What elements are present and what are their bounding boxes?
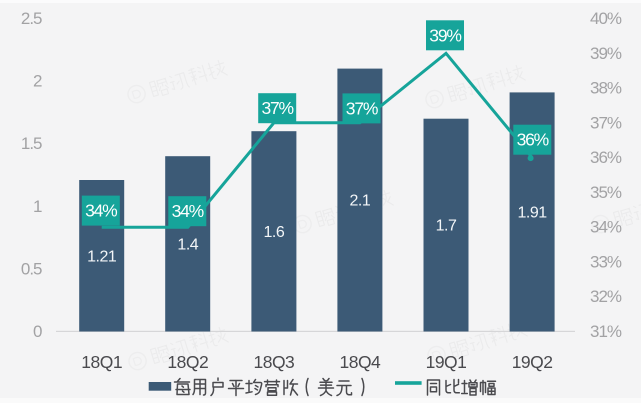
svg-text:32%: 32%	[590, 287, 622, 306]
svg-text:1: 1	[33, 197, 42, 216]
svg-text:1.91: 1.91	[518, 204, 548, 221]
svg-text:2.5: 2.5	[21, 9, 42, 28]
svg-text:18Q3: 18Q3	[253, 352, 294, 372]
svg-text:0: 0	[33, 322, 42, 341]
svg-text:39%: 39%	[590, 44, 622, 63]
svg-text:38%: 38%	[590, 79, 622, 98]
svg-text:1.7: 1.7	[436, 218, 457, 235]
svg-text:37%: 37%	[261, 98, 293, 118]
svg-text:0.5: 0.5	[21, 259, 42, 278]
svg-text:37%: 37%	[590, 113, 622, 132]
svg-text:19Q1: 19Q1	[426, 352, 467, 372]
svg-text:1.21: 1.21	[87, 248, 117, 265]
svg-text:34%: 34%	[172, 201, 204, 221]
svg-text:33%: 33%	[590, 253, 622, 272]
svg-text:18Q1: 18Q1	[81, 352, 122, 372]
svg-text:31%: 31%	[590, 322, 622, 341]
svg-text:37%: 37%	[346, 98, 378, 118]
svg-text:40%: 40%	[590, 9, 622, 28]
svg-text:18Q2: 18Q2	[167, 352, 208, 372]
svg-text:1.4: 1.4	[177, 236, 198, 253]
svg-text:1.5: 1.5	[21, 134, 42, 153]
svg-text:34%: 34%	[85, 201, 117, 221]
svg-text:39%: 39%	[429, 25, 461, 45]
svg-text:1.6: 1.6	[264, 224, 285, 241]
svg-text:34%: 34%	[590, 218, 622, 237]
svg-text:2.1: 2.1	[350, 193, 371, 210]
svg-text:18Q4: 18Q4	[339, 352, 381, 372]
svg-text:2: 2	[33, 72, 42, 91]
svg-text:19Q2: 19Q2	[512, 352, 553, 372]
svg-text:35%: 35%	[590, 183, 622, 202]
svg-text:36%: 36%	[590, 148, 622, 167]
svg-text:36%: 36%	[517, 130, 549, 150]
